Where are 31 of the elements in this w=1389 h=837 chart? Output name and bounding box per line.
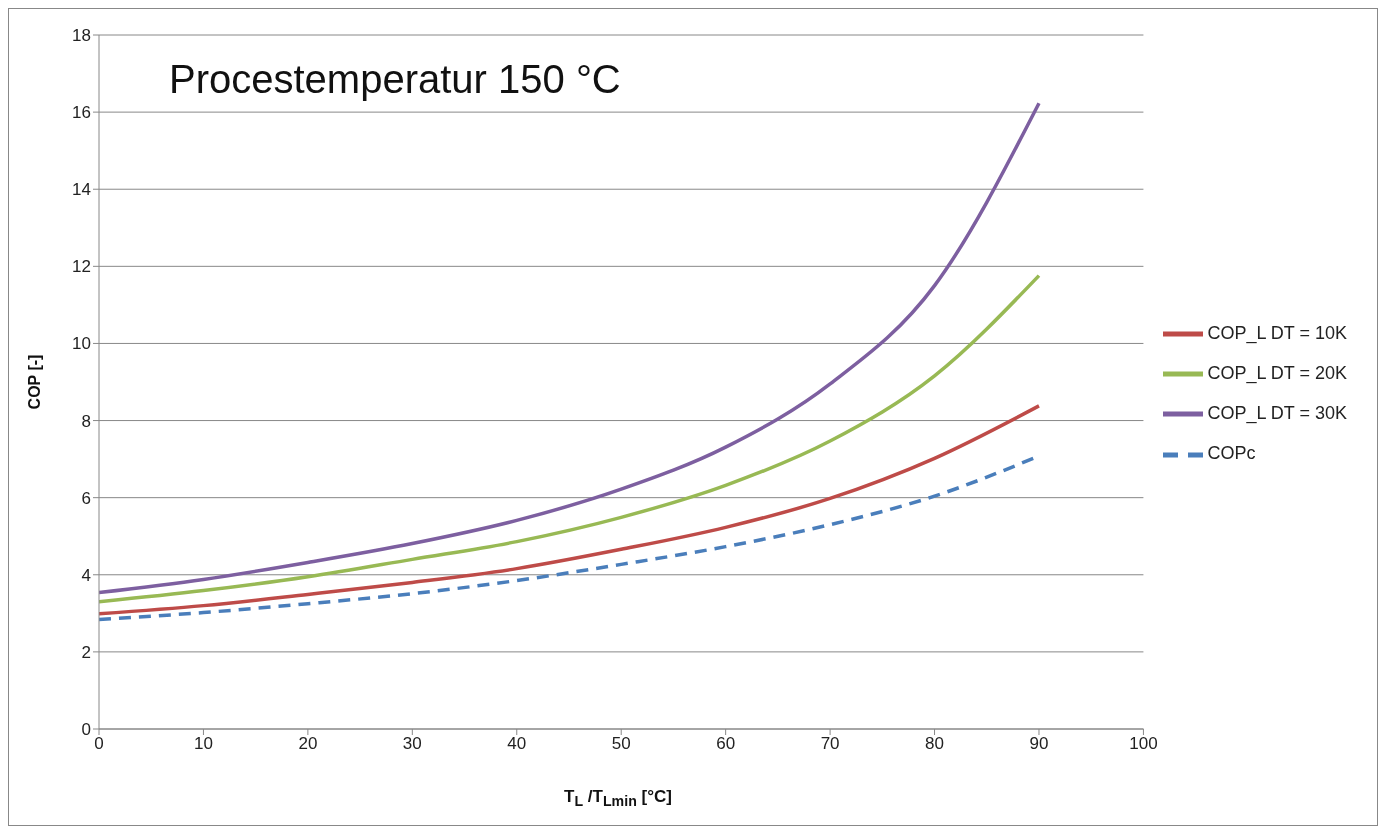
line-series — [99, 404, 1041, 616]
x-tick-label: 50 — [611, 734, 631, 754]
y-tick-label: 18 — [72, 26, 91, 46]
y-tick-label: 8 — [81, 411, 91, 431]
legend-label: COP_L DT = 20K — [1207, 362, 1347, 383]
y-tick-label: 0 — [81, 720, 91, 740]
line-series — [99, 273, 1041, 604]
x-tick-label: 70 — [820, 734, 840, 754]
legend-label: COP_L DT = 10K — [1207, 322, 1347, 343]
text: Procestemperatur 150 °C — [169, 57, 621, 102]
x-tick-label: 10 — [193, 734, 213, 754]
y-tick-label: 2 — [81, 642, 91, 662]
y-tick-label: 6 — [81, 488, 91, 508]
x-tick-label: 100 — [1129, 734, 1158, 754]
x-tick-label: 90 — [1029, 734, 1049, 754]
legend-label: COP_L DT = 30K — [1207, 403, 1347, 423]
y-tick-label: 4 — [81, 565, 91, 585]
y-axis-title: COP [-] — [25, 354, 43, 410]
x-tick-label: 80 — [925, 734, 944, 754]
line-series — [99, 101, 1041, 595]
x-tick-label: 30 — [402, 734, 422, 754]
y-tick-label: 14 — [72, 180, 91, 200]
x-tick-label: 40 — [507, 734, 527, 754]
y-tick-label: 10 — [72, 334, 91, 354]
x-tick-label: 0 — [94, 734, 104, 754]
y-tick-label: 16 — [72, 103, 91, 123]
x-axis-title: T$_{L}$ /T$_{Lmin}$ [°C] — [563, 787, 673, 810]
x-tick-label: 20 — [298, 734, 318, 754]
legend-label: COPc — [1207, 443, 1256, 464]
x-tick-label: 60 — [716, 734, 736, 754]
y-tick-label: 12 — [72, 257, 91, 277]
